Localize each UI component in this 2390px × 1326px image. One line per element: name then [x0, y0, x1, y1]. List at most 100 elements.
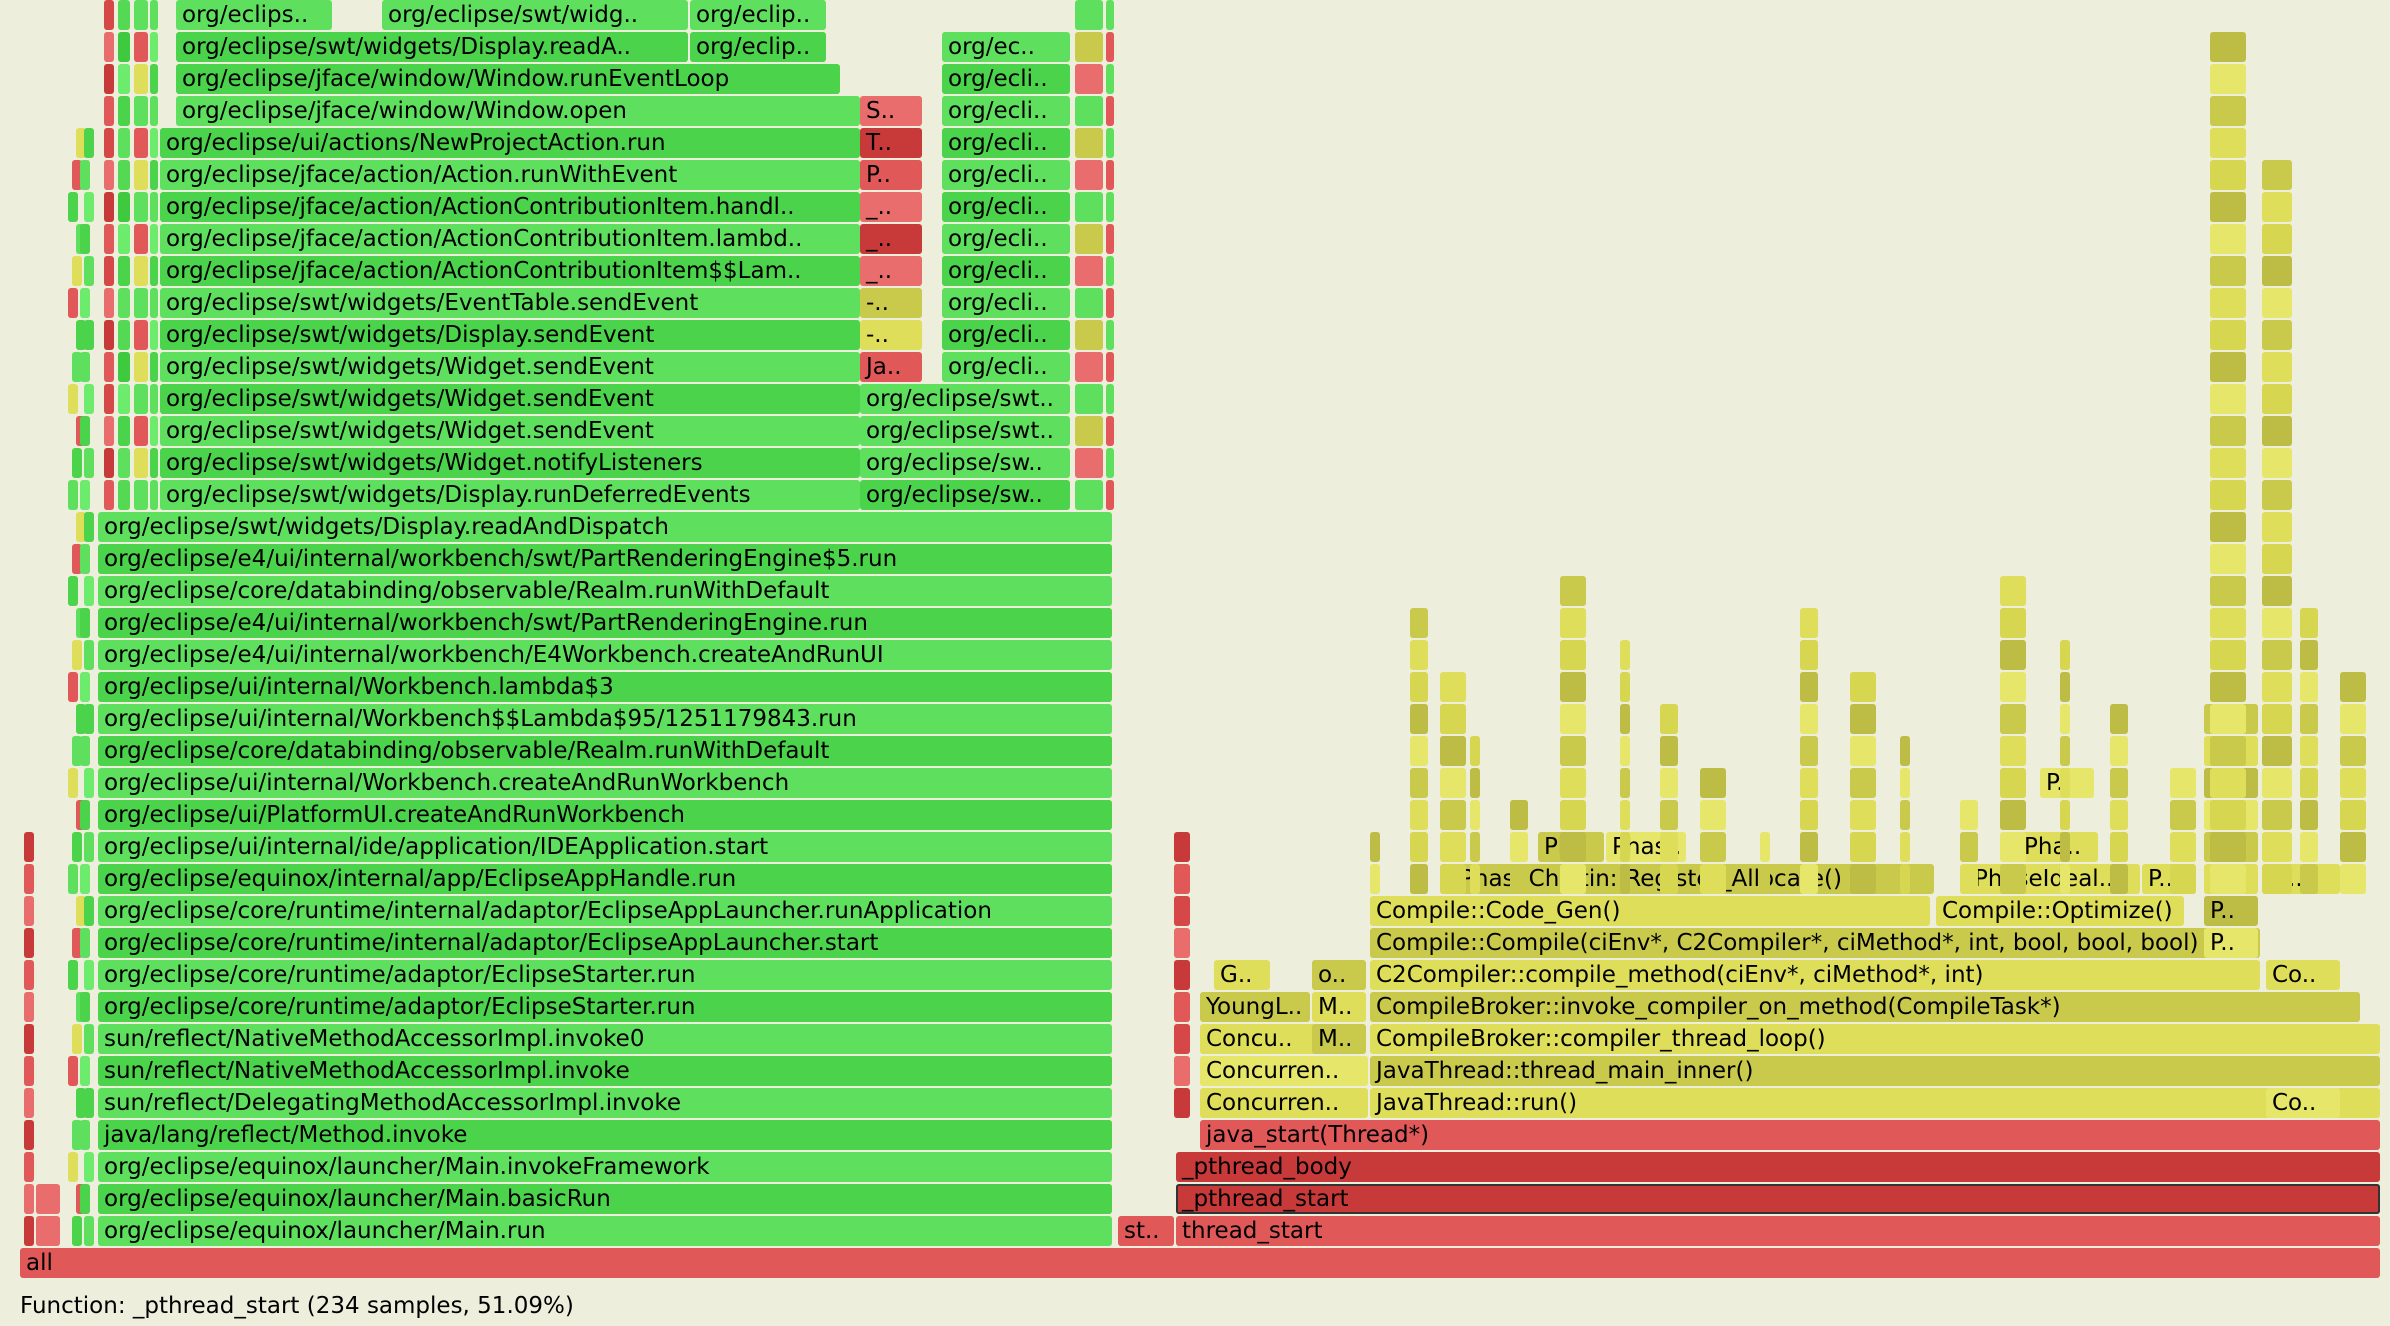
flame-frame-small[interactable]	[150, 32, 158, 62]
flame-frame-small[interactable]	[1075, 384, 1103, 414]
flame-frame-small[interactable]	[2340, 800, 2366, 830]
flame-frame-small[interactable]	[134, 256, 148, 286]
flame-frame-small[interactable]	[2300, 672, 2318, 702]
flame-frame-small[interactable]	[118, 480, 130, 510]
flame-frame-small[interactable]	[68, 864, 78, 894]
flame-frame-small[interactable]	[104, 384, 114, 414]
flame-frame-small[interactable]	[1410, 864, 1428, 894]
flame-frame-small[interactable]	[2210, 448, 2246, 478]
flame-frame-small[interactable]	[1410, 672, 1428, 702]
flame-frame[interactable]: _..	[860, 224, 922, 254]
flame-frame-small[interactable]	[104, 96, 114, 126]
flame-frame-small[interactable]	[1075, 352, 1103, 382]
flame-frame-small[interactable]	[104, 160, 114, 190]
flame-frame-small[interactable]	[1510, 864, 1528, 894]
flame-frame-small[interactable]	[2060, 832, 2070, 862]
flame-frame-small[interactable]	[1174, 1024, 1190, 1054]
flame-frame[interactable]: JavaThread::thread_main_inner()	[1370, 1056, 2380, 1086]
flame-frame-small[interactable]	[1075, 160, 1103, 190]
flame-frame[interactable]: org/eclip..	[690, 32, 826, 62]
flame-frame-small[interactable]	[2340, 768, 2366, 798]
flame-frame[interactable]: sun/reflect/DelegatingMethodAccessorImpl…	[98, 1088, 1112, 1118]
flame-frame-small[interactable]	[68, 576, 78, 606]
flame-frame-small[interactable]	[1700, 768, 1726, 798]
flame-frame[interactable]: org/ecli..	[942, 288, 1070, 318]
flame-frame-small[interactable]	[2262, 256, 2292, 286]
flame-frame-small[interactable]	[24, 864, 34, 894]
flame-frame[interactable]: org/ecli..	[942, 352, 1070, 382]
flame-frame-small[interactable]	[1440, 864, 1466, 894]
flame-frame-small[interactable]	[84, 1216, 94, 1246]
flame-frame-small[interactable]	[2210, 672, 2246, 702]
flame-frame-small[interactable]	[1075, 256, 1103, 286]
flame-frame-small[interactable]	[80, 416, 90, 446]
flame-frame-small[interactable]	[1850, 864, 1876, 894]
flame-frame[interactable]: -..	[860, 320, 922, 350]
flame-frame-small[interactable]	[2000, 864, 2026, 894]
flame-frame[interactable]: YoungL..	[1200, 992, 1310, 1022]
flame-frame-small[interactable]	[84, 576, 94, 606]
flame-frame-small[interactable]	[1850, 800, 1876, 830]
flame-frame-small[interactable]	[2110, 800, 2128, 830]
flame-frame-small[interactable]	[1106, 224, 1114, 254]
flame-frame-small[interactable]	[1560, 576, 1586, 606]
flame-frame-small[interactable]	[2000, 672, 2026, 702]
flame-frame-small[interactable]	[118, 0, 130, 30]
flame-frame-small[interactable]	[1850, 704, 1876, 734]
flame-frame[interactable]: org/eclipse/jface/action/ActionContribut…	[160, 256, 860, 286]
flame-frame-small[interactable]	[1106, 0, 1114, 30]
flame-frame-small[interactable]	[118, 32, 130, 62]
flame-frame-small[interactable]	[150, 128, 158, 158]
flame-frame-small[interactable]	[150, 64, 158, 94]
flame-frame-small[interactable]	[2210, 96, 2246, 126]
flame-frame-small[interactable]	[2340, 672, 2366, 702]
flame-frame-small[interactable]	[1660, 864, 1678, 894]
flame-frame-small[interactable]	[1560, 704, 1586, 734]
flame-frame[interactable]: o..	[1312, 960, 1366, 990]
flame-frame-all[interactable]: all	[20, 1248, 2380, 1278]
flame-frame-selected[interactable]: _pthread_start	[1176, 1184, 2380, 1214]
flame-frame[interactable]: Ja..	[860, 352, 922, 382]
flame-frame-small[interactable]	[2262, 352, 2292, 382]
flame-frame-small[interactable]	[84, 128, 94, 158]
flame-frame-small[interactable]	[2262, 704, 2292, 734]
flame-frame-small[interactable]	[84, 1152, 94, 1182]
flame-frame-small[interactable]	[24, 1120, 34, 1150]
flame-frame-small[interactable]	[1174, 992, 1190, 1022]
flame-frame[interactable]: T..	[860, 128, 922, 158]
flame-frame[interactable]: org/ecli..	[942, 96, 1070, 126]
flame-frame-small[interactable]	[118, 160, 130, 190]
flame-frame[interactable]: org/eclipse/e4/ui/internal/workbench/E4W…	[98, 640, 1112, 670]
flame-frame-small[interactable]	[72, 448, 82, 478]
flame-frame[interactable]: org/eclipse/core/databinding/observable/…	[98, 736, 1112, 766]
flame-frame-small[interactable]	[1075, 192, 1103, 222]
flame-frame-small[interactable]	[72, 1216, 82, 1246]
flame-frame[interactable]: -..	[860, 288, 922, 318]
flame-frame-small[interactable]	[2210, 736, 2246, 766]
flame-frame-small[interactable]	[36, 1216, 60, 1246]
flame-frame[interactable]: org/eclipse/ui/internal/Workbench.lambda…	[98, 672, 1112, 702]
flame-frame-small[interactable]	[2060, 768, 2070, 798]
flame-frame-small[interactable]	[1800, 672, 1818, 702]
flame-frame[interactable]: org/eclipse/jface/window/Window.runEvent…	[176, 64, 840, 94]
flame-frame[interactable]: org/eclipse/jface/action/ActionContribut…	[160, 192, 860, 222]
flame-frame-small[interactable]	[2000, 640, 2026, 670]
flame-frame-small[interactable]	[72, 928, 82, 958]
flame-frame-small[interactable]	[1560, 608, 1586, 638]
flame-frame-small[interactable]	[1760, 832, 1770, 862]
flame-frame-small[interactable]	[68, 192, 78, 222]
flame-frame-small[interactable]	[1850, 768, 1876, 798]
flame-frame-small[interactable]	[1900, 736, 1910, 766]
flame-frame-small[interactable]	[2300, 608, 2318, 638]
flame-frame-small[interactable]	[72, 160, 82, 190]
flame-frame[interactable]: org/eclipse/core/runtime/adaptor/Eclipse…	[98, 992, 1112, 1022]
flame-frame-small[interactable]	[1960, 832, 1978, 862]
flame-frame[interactable]: P..	[860, 160, 922, 190]
flame-frame[interactable]: org/ecli..	[942, 224, 1070, 254]
flame-frame-small[interactable]	[1410, 736, 1428, 766]
flame-frame-small[interactable]	[104, 448, 114, 478]
flame-frame-small[interactable]	[80, 608, 90, 638]
flame-frame-small[interactable]	[2210, 256, 2246, 286]
flame-frame-small[interactable]	[2300, 736, 2318, 766]
flame-frame[interactable]: Concu..	[1200, 1024, 1316, 1054]
